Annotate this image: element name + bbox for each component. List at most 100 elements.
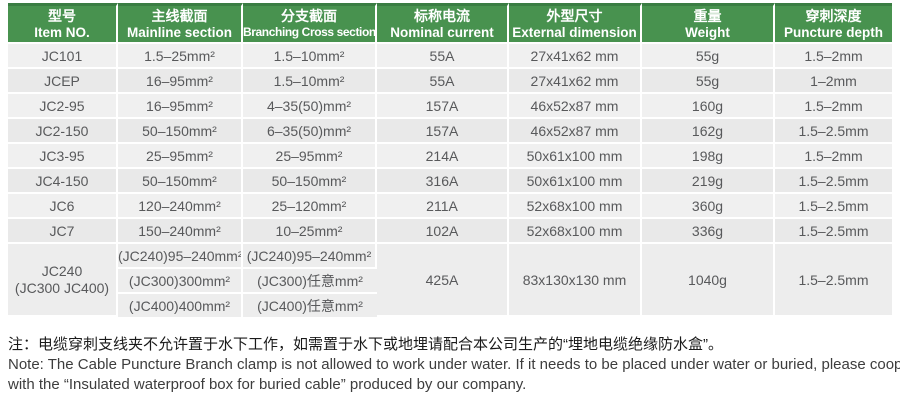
col-header-item-zh: 型号 [48, 8, 76, 24]
table-row: JC6 120–240mm² 25–120mm² 211A 52x68x100 … [8, 194, 892, 219]
table-header: 型号 Item NO. 主线截面 Mainline section 分支截面 B… [8, 3, 892, 44]
cell-item: JC4-150 [8, 169, 118, 194]
cell-item: JC7 [8, 219, 118, 244]
cell-branch: 6–35(50)mm² [243, 119, 377, 144]
table-row: JC3-95 25–95mm² 25–95mm² 214A 50x61x100 … [8, 144, 892, 169]
cell-depth: 1.5–2mm [775, 94, 892, 119]
cell-mainline: 50–150mm² [118, 169, 243, 194]
cell-branch: 50–150mm² [243, 169, 377, 194]
col-header-depth-en: Puncture depth [783, 25, 883, 40]
col-header-mainline: 主线截面 Mainline section [118, 3, 243, 44]
footnote-chinese: 注：电缆穿刺支线夹不允许置于水下工作，如需置于水下或地埋请配合本公司生产的“埋地… [8, 336, 723, 353]
table-row: JC101 1.5–25mm² 1.5–10mm² 55A 27x41x62 m… [8, 44, 892, 69]
cell-mainline: 25–95mm² [118, 144, 243, 169]
table-row-group-jc240: JC240 (JC300 JC400) (JC240)95–240mm² (JC… [8, 244, 892, 317]
cell-mainline: 120–240mm² [118, 194, 243, 219]
cell-mainline: 50–150mm² [118, 119, 243, 144]
cell-weight: 55g [642, 69, 775, 94]
cell-mainline: 16–95mm² [118, 94, 243, 119]
col-header-dimension-en: External dimension [512, 25, 637, 40]
cell-current: 214A [377, 144, 509, 169]
table-row: JC2-150 50–150mm² 6–35(50)mm² 157A 46x52… [8, 119, 892, 144]
col-header-dimension: 外型尺寸 External dimension [509, 3, 642, 44]
footnote-english-line2: with the “Insulated waterproof box for b… [8, 376, 527, 393]
cell-current: 157A [377, 94, 509, 119]
footnote-english-line1: Note: The Cable Puncture Branch clamp is… [8, 356, 900, 373]
cell-dimension: 52x68x100 mm [509, 194, 642, 219]
col-header-current-en: Nominal current [390, 25, 494, 40]
table-subrow-jc400: (JC400)400mm² (JC400)任意mm² [8, 294, 892, 317]
cell-weight: 219g [642, 169, 775, 194]
col-header-branch: 分支截面 Branching Cross section [243, 3, 377, 44]
cell-branch-sub: (JC300)任意mm² [243, 269, 377, 294]
cell-current: 55A [377, 69, 509, 94]
cell-mainline: 16–95mm² [118, 69, 243, 94]
cell-mainline-sub: (JC400)400mm² [118, 294, 243, 317]
cell-branch: 25–120mm² [243, 194, 377, 219]
col-header-item: 型号 Item NO. [8, 3, 118, 44]
cell-branch: 1.5–10mm² [243, 44, 377, 69]
cell-depth: 1.5–2.5mm [775, 119, 892, 144]
col-header-weight-zh: 重量 [693, 8, 722, 24]
cell-mainline-sub: (JC240)95–240mm² [118, 244, 243, 269]
cell-weight: 198g [642, 144, 775, 169]
cell-mainline: 150–240mm² [118, 219, 243, 244]
cell-branch: 1.5–10mm² [243, 69, 377, 94]
cell-mainline: 1.5–25mm² [118, 44, 243, 69]
cell-mainline-sub: (JC300)300mm² [118, 269, 243, 294]
cell-current: 55A [377, 44, 509, 69]
cell-weight: 336g [642, 219, 775, 244]
cell-dimension-group: 83x130x130 mm [509, 244, 642, 317]
cell-weight: 360g [642, 194, 775, 219]
table-row: JCEP 16–95mm² 1.5–10mm² 55A 27x41x62 mm … [8, 69, 892, 94]
cell-branch: 25–95mm² [243, 144, 377, 169]
cell-current-group: 425A [377, 244, 509, 317]
cell-item: JC3-95 [8, 144, 118, 169]
table-row: JC2-95 16–95mm² 4–35(50)mm² 157A 46x52x8… [8, 94, 892, 119]
cell-branch: 10–25mm² [243, 219, 377, 244]
col-header-mainline-zh: 主线截面 [151, 8, 208, 24]
cell-depth: 1.5–2.5mm [775, 194, 892, 219]
cell-weight: 55g [642, 44, 775, 69]
cell-dimension: 27x41x62 mm [509, 69, 642, 94]
cell-branch-sub: (JC400)任意mm² [243, 294, 377, 317]
col-header-weight-en: Weight [685, 25, 730, 40]
cell-depth: 1.5–2mm [775, 44, 892, 69]
col-header-weight: 重量 Weight [642, 3, 775, 44]
cell-branch: 4–35(50)mm² [243, 94, 377, 119]
cell-item: JCEP [8, 69, 118, 94]
cell-weight-group: 1040g [642, 244, 775, 317]
cell-current: 316A [377, 169, 509, 194]
cell-item: JC6 [8, 194, 118, 219]
product-spec-table: 型号 Item NO. 主线截面 Mainline section 分支截面 B… [8, 3, 892, 317]
col-header-mainline-en: Mainline section [126, 25, 233, 40]
col-header-depth: 穿刺深度 Puncture depth [775, 3, 892, 44]
group-item-line1: JC240 [41, 262, 83, 279]
col-header-branch-en: Branching Cross section [243, 25, 376, 39]
cell-dimension: 27x41x62 mm [509, 44, 642, 69]
cell-dimension: 50x61x100 mm [509, 169, 642, 194]
cell-dimension: 50x61x100 mm [509, 144, 642, 169]
col-header-item-en: Item NO. [34, 25, 90, 40]
table-row: JC4-150 50–150mm² 50–150mm² 316A 50x61x1… [8, 169, 892, 194]
group-item-line2: (JC300 JC400) [14, 279, 110, 296]
col-header-current: 标称电流 Nominal current [377, 3, 509, 44]
cell-depth-group: 1.5–2.5mm [775, 244, 892, 317]
cell-item: JC101 [8, 44, 118, 69]
cell-dimension: 46x52x87 mm [509, 119, 642, 144]
cell-depth: 1.5–2.5mm [775, 169, 892, 194]
cell-dimension: 52x68x100 mm [509, 219, 642, 244]
cell-depth: 1.5–2.5mm [775, 219, 892, 244]
col-header-current-zh: 标称电流 [414, 8, 470, 24]
cell-item: JC2-95 [8, 94, 118, 119]
table-subrow-jc300: (JC300)300mm² (JC300)任意mm² [8, 269, 892, 294]
cell-weight: 162g [642, 119, 775, 144]
cell-branch-sub: (JC240)95–240mm² [243, 244, 377, 269]
cell-item: JC2-150 [8, 119, 118, 144]
cell-depth: 1.5–2mm [775, 144, 892, 169]
cell-current: 102A [377, 219, 509, 244]
cell-item-group: JC240 (JC300 JC400) [8, 244, 118, 317]
cell-weight: 160g [642, 94, 775, 119]
table-row: JC7 150–240mm² 10–25mm² 102A 52x68x100 m… [8, 219, 892, 244]
